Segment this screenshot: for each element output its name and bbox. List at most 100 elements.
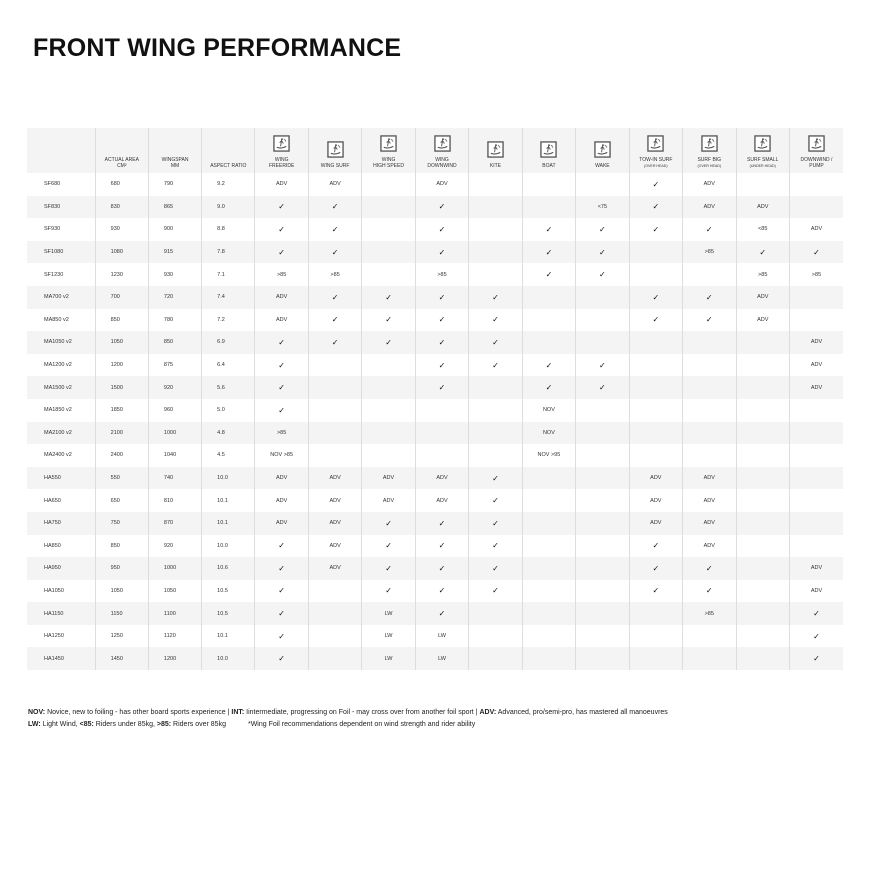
table-row: HA1150 1150 1100 10.5 ✓ LW ✓ >85 ✓ [27,602,843,625]
table-cell: ✓ [307,195,362,219]
table-cell: ✓ [254,534,309,558]
wing-name: SF680 [44,181,61,188]
legend-key: >85: [156,721,172,728]
column-label: ACTUAL AREA [104,157,139,163]
table-cell: ✓ [468,331,523,354]
table-cell: 10.0 [201,534,255,558]
table-cell: ADV [628,466,683,490]
table-cell [521,511,576,535]
table-cell [788,285,843,309]
table-cell: ✓ [414,331,469,354]
table-cell: 960 [147,398,202,422]
table-cell: ✓ [628,579,683,603]
table-cell [361,218,416,241]
table-cell: 920 [147,534,202,558]
table-cell [682,331,736,354]
table-cell: 1200 [147,647,202,671]
table-cell [735,624,790,648]
table-cell: ✓ [307,331,362,354]
table-cell: 6.9 [201,331,255,354]
table-cell: ADV [788,353,843,377]
table-cell [521,285,576,309]
table-cell: 7.4 [201,285,255,309]
table-cell: ✓ [361,285,416,309]
table-cell: ✓ [254,376,309,399]
table-row: HA850 850 920 10.0 ✓ ADV ✓ ✓ ✓ ✓ ADV [27,534,843,558]
table-cell [307,647,362,671]
table-cell: 1000 [147,557,202,580]
table-cell: 1000 [147,421,202,445]
table-cell: ✓ [628,285,683,309]
table-cell [575,331,630,354]
wing-name: SF1080 [44,249,64,256]
table-cell [735,557,790,580]
table-cell: 1450 [94,647,149,671]
table-cell: ✓ [361,331,416,354]
table-cell: ✓ [254,398,309,422]
table-cell: ✓ [575,240,630,264]
legend-desc: Advanced, pro/semi-pro, has mastered all… [496,709,668,716]
wing-name: MA850 v2 [44,316,69,323]
table-cell: ✓ [254,195,309,219]
table-cell [468,195,523,219]
table-cell [735,173,790,196]
table-cell [521,579,576,603]
table-cell: ✓ [254,647,309,671]
table-cell: 875 [147,353,202,377]
table-cell: ✓ [575,376,630,399]
table-row: SF930 930 900 8.8 ✓ ✓ ✓ ✓ ✓ ✓ ✓ <85 ADV [27,218,843,241]
table-cell: ADV [788,579,843,603]
table-cell: ✓ [521,218,576,241]
wing-name: SF930 [44,226,61,233]
table-cell: ✓ [468,285,523,309]
wing-name: HA1050 [44,587,64,594]
table-cell: ADV [254,308,309,332]
table-row: MA1850 v2 1850 960 5.0 ✓ NOV [27,398,843,422]
table-cell: ✓ [521,263,576,286]
table-cell: 5.6 [201,376,255,399]
wing-name: HA1150 [44,610,64,617]
table-cell [735,489,790,512]
table-cell [521,195,576,219]
wing-name: MA1200 v2 [44,362,72,369]
table-cell: >85 [414,263,469,286]
table-cell [575,444,630,467]
column-label: SURF SMALL [747,157,779,163]
table-cell: ✓ [628,218,683,241]
table-cell [575,421,630,445]
table-cell: >85 [788,263,843,286]
table-row: HA550 550 740 10.0 ADV ADV ADV ADV ✓ ADV ADV [27,466,843,490]
legend-desc: Riders under 85kg, [93,721,157,728]
table-cell: 740 [147,466,202,490]
table-cell [735,376,790,399]
table-cell: 1040 [147,444,202,467]
table-cell [628,602,683,625]
table-cell: ✓ [468,466,523,490]
column-label: WAKE [595,163,610,169]
column-header-4: WING FREERIDE [254,128,309,173]
table-cell [361,263,416,286]
table-cell: 865 [147,195,202,219]
table-row: MA2400 v2 2400 1040 4.5 NOV >85 NOV >95 [27,444,843,467]
column-sublabel: PUMP [809,163,824,169]
column-header-14: DOWNWIND / PUMP [788,128,843,173]
table-cell [521,602,576,625]
table-cell [575,308,630,332]
table-cell: ADV [307,466,362,490]
table-cell [682,398,736,422]
table-cell: >85 [254,421,309,445]
wing-name: HA550 [44,475,61,482]
table-cell [361,444,416,467]
column-sublabel: (OVER HEAD) [644,164,668,168]
table-cell: ADV [254,173,309,196]
table-cell [414,398,469,422]
table-cell [521,624,576,648]
table-cell [735,353,790,377]
table-cell: 2400 [94,444,149,467]
table-cell [521,557,576,580]
table-cell [788,489,843,512]
table-cell: 900 [147,218,202,241]
table-cell: NOV >95 [521,444,576,467]
table-row: MA850 v2 850 780 7.2 ADV ✓ ✓ ✓ ✓ ✓ ✓ ADV [27,308,843,332]
table-cell: 950 [94,557,149,580]
